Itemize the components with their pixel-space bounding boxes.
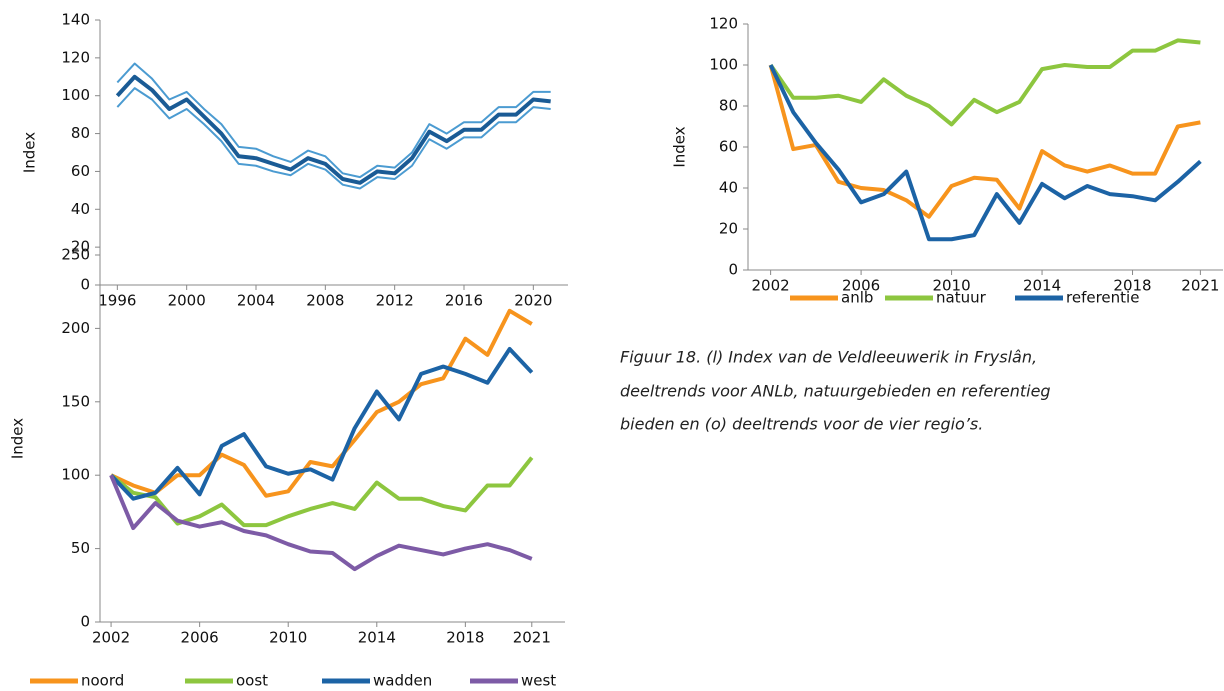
y-tick-label: 120 [709, 15, 738, 33]
x-tick-label: 2006 [842, 277, 880, 295]
y-tick-label: 20 [719, 220, 738, 238]
y-axis-title: Index [21, 132, 39, 173]
x-tick-label: 2018 [1113, 277, 1151, 295]
y-tick-label: 120 [61, 48, 90, 66]
y-tick-label: 20 [71, 238, 90, 256]
x-tick-label: 2010 [269, 629, 307, 647]
y-tick-label: 200 [61, 319, 90, 337]
caption-line: deeltrends voor ANLb, natuurgebieden en … [620, 382, 1051, 401]
y-tick-label: 50 [71, 539, 90, 557]
y-tick-label: 40 [71, 200, 90, 218]
y-tick-label: 100 [709, 56, 738, 74]
y-tick-label: 40 [719, 179, 738, 197]
x-tick-label: 1996 [98, 292, 136, 310]
y-tick-label: 60 [719, 138, 738, 156]
y-axis-title: Index [9, 418, 27, 459]
legend-label: wadden [373, 672, 432, 690]
legend-label: anlb [841, 289, 873, 307]
x-tick-label: 2012 [376, 292, 414, 310]
x-tick-label: 2021 [1181, 277, 1219, 295]
line [110, 308, 533, 498]
x-tick-label: 2010 [932, 277, 970, 295]
legend-label: west [521, 672, 556, 690]
legend-label: noord [81, 672, 124, 690]
x-tick-label: 2008 [306, 292, 344, 310]
y-tick-label: 100 [61, 466, 90, 484]
y-axis-title: Index [671, 126, 689, 167]
caption-line: bieden en (o) deeltrends voor de vier re… [620, 415, 983, 434]
line [116, 87, 551, 190]
x-tick-label: 2002 [752, 277, 790, 295]
line [115, 74, 551, 185]
y-tick-label: 0 [80, 613, 90, 631]
x-tick-label: 2004 [237, 292, 275, 310]
caption-line: Figuur 18. (l) Index van de Veldleeuweri… [620, 348, 1037, 367]
y-tick-label: 80 [71, 124, 90, 142]
line [768, 64, 1202, 242]
y-tick-label: 140 [61, 11, 90, 29]
x-tick-label: 2021 [513, 629, 551, 647]
x-tick-label: 2018 [446, 629, 484, 647]
line [109, 456, 534, 528]
x-tick-label: 2016 [445, 292, 483, 310]
line [109, 346, 534, 501]
line [116, 62, 551, 179]
legend-label: oost [236, 672, 268, 690]
y-tick-label: 80 [719, 97, 738, 115]
x-tick-label: 2014 [1023, 277, 1061, 295]
line [768, 64, 1201, 219]
x-tick-label: 2014 [358, 629, 396, 647]
legend-label: natuur [936, 289, 987, 307]
y-tick-label: 150 [61, 392, 90, 410]
y-tick-label: 60 [71, 162, 90, 180]
x-tick-label: 2006 [181, 629, 219, 647]
y-tick-label: 100 [61, 86, 90, 104]
y-tick-label: 0 [728, 261, 738, 279]
x-tick-label: 2002 [92, 629, 130, 647]
y-tick-label: 250 [61, 246, 90, 264]
line [768, 38, 1201, 127]
line [109, 474, 533, 572]
y-tick-label: 0 [80, 276, 90, 294]
x-tick-label: 2020 [514, 292, 552, 310]
x-tick-label: 2000 [168, 292, 206, 310]
legend-label: referentie [1066, 289, 1139, 307]
